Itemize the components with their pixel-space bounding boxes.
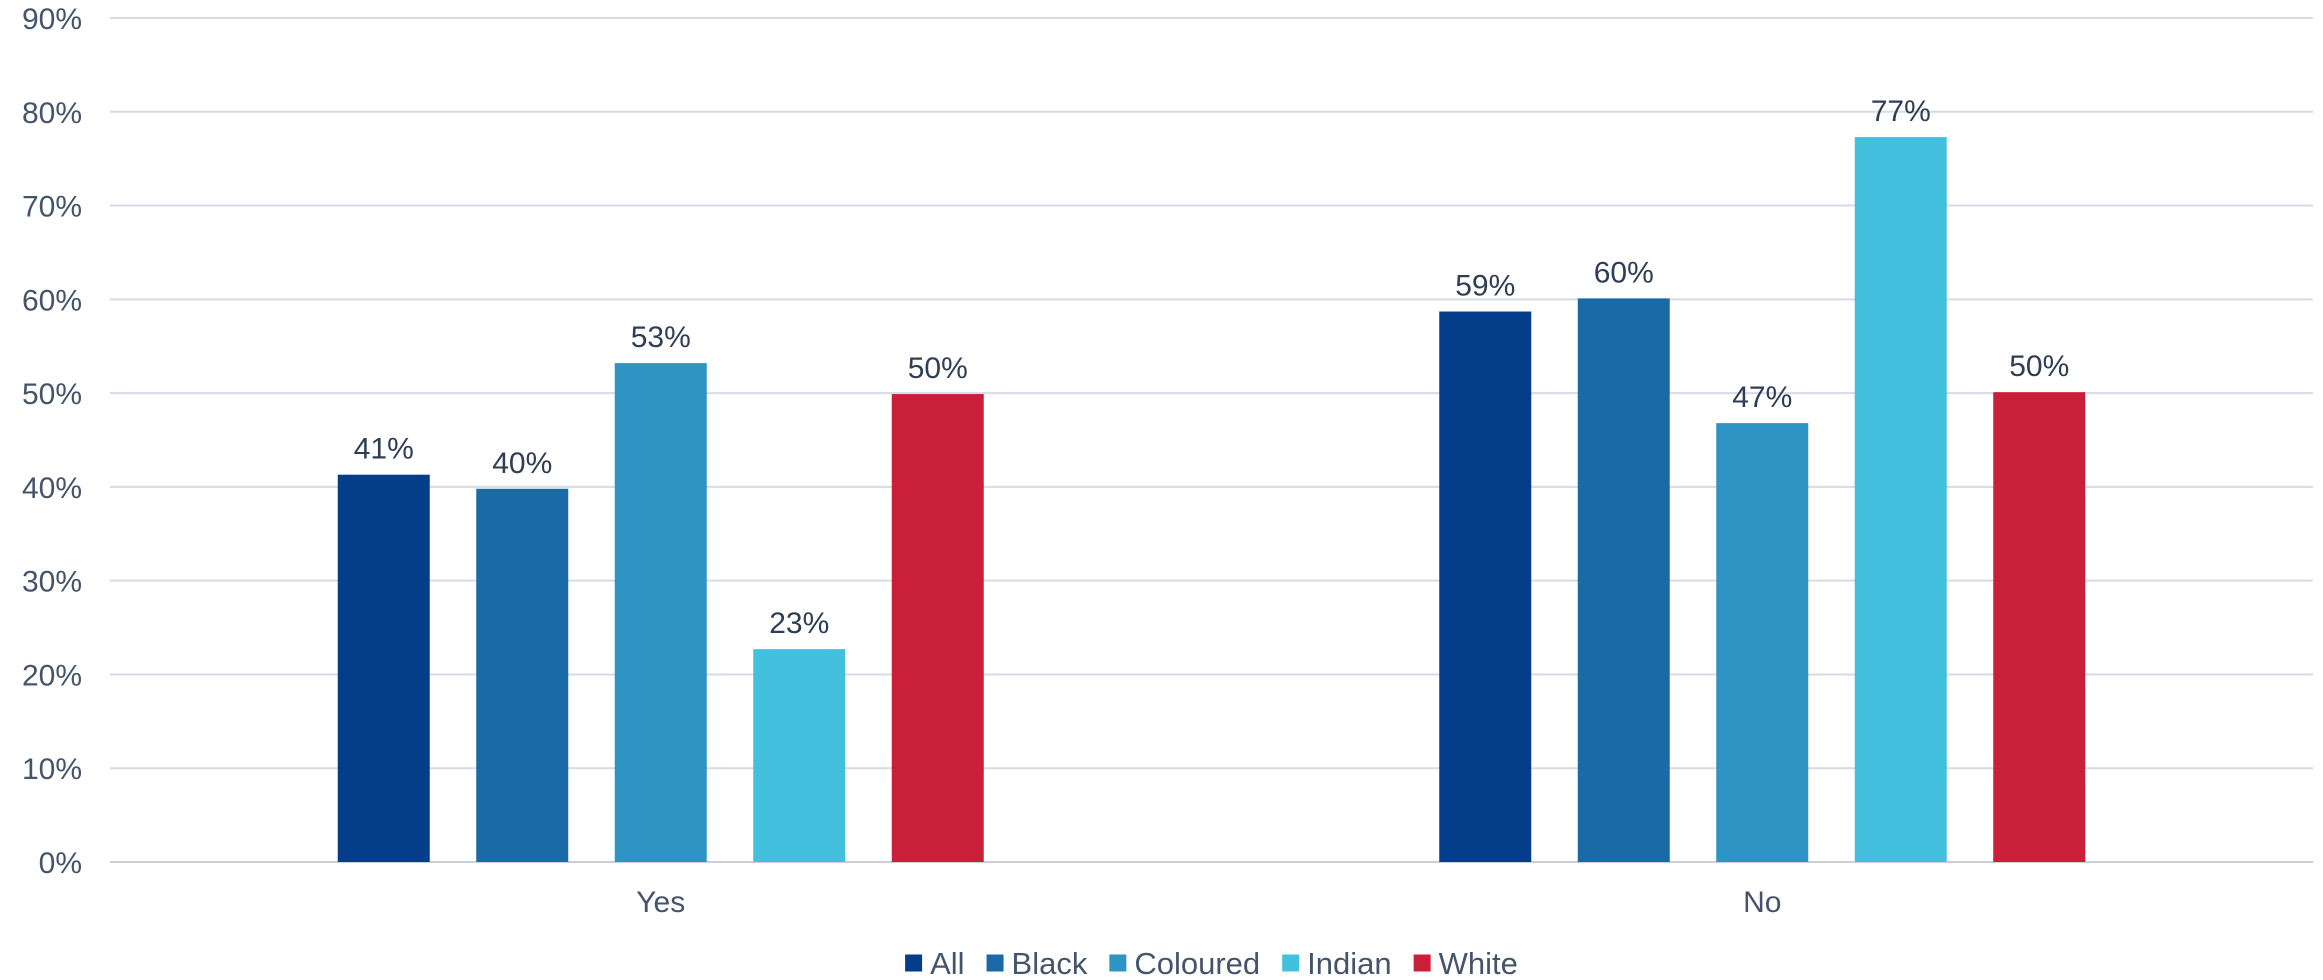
legend-label: Coloured [1134,946,1260,980]
data-label: 50% [908,352,968,385]
y-tick-label: 50% [22,378,82,411]
data-label: 53% [631,321,691,354]
legend: All Black Coloured Indian White [905,946,1518,980]
legend-item-all: All [905,946,965,980]
y-axis-tick-labels: 0% 10% 20% 30% 40% 50% 60% 70% 80% 90% [22,3,82,880]
bar-coloured-yes [614,363,707,862]
y-tick-label: 80% [22,97,82,130]
bar-black-no [1577,298,1670,862]
legend-swatch [1109,954,1127,972]
data-label: 77% [1871,95,1931,128]
bar-black-yes [476,488,569,862]
gridlines [110,17,2313,863]
data-label: 59% [1455,270,1515,303]
legend-swatch [986,954,1004,972]
data-label: 40% [492,447,552,480]
legend-item-white: White [1413,946,1518,980]
data-label: 60% [1594,256,1654,289]
legend-item-coloured: Coloured [1109,946,1260,980]
y-tick-label: 60% [22,284,82,317]
bars [337,137,2086,863]
legend-label: Black [1012,946,1088,980]
y-tick-label: 40% [22,472,82,505]
data-label: 41% [354,433,414,466]
bar-all-yes [337,474,430,862]
legend-swatch [1413,954,1431,972]
legend-swatch [905,954,923,972]
data-label: 23% [769,607,829,640]
x-axis: Yes No [636,886,1781,919]
bar-white-yes [891,394,984,862]
x-category-label: No [1743,886,1781,919]
data-label: 47% [1732,381,1792,414]
bar-white-no [1993,392,2086,862]
y-tick-label: 70% [22,191,82,224]
legend-item-black: Black [986,946,1088,980]
legend-swatch [1282,954,1300,972]
legend-label: Indian [1307,946,1391,980]
data-label: 50% [2009,350,2069,383]
bar-indian-no [1854,137,1947,862]
y-tick-label: 30% [22,566,82,599]
y-tick-label: 10% [22,753,82,786]
data-labels: 41% 40% 53% 23% 50% 59% 60% 47% 77% 50% [354,95,2070,640]
legend-label: All [930,946,964,980]
bar-all-no [1439,311,1532,863]
bar-coloured-no [1716,423,1809,862]
legend-label: White [1439,946,1518,980]
bar-indian-yes [753,649,846,862]
y-tick-label: 0% [39,847,82,880]
y-tick-label: 90% [22,3,82,36]
x-category-label: Yes [636,886,685,919]
y-tick-label: 20% [22,659,82,692]
legend-item-indian: Indian [1282,946,1392,980]
